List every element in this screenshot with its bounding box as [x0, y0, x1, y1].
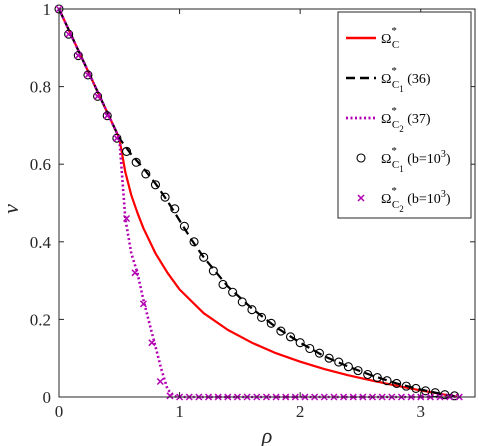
x-tick-label: 0 [55, 402, 64, 421]
legend: Ω* C Ω* C1 (36) Ω* C2 (37) Ω* C1 (b=103) Ω* C2 (b… [337, 11, 472, 219]
data-point [343, 362, 353, 372]
data-point [228, 287, 238, 297]
data-point [102, 111, 112, 121]
data-point [64, 29, 74, 39]
x-tick-label: 3 [416, 402, 425, 421]
data-point [314, 348, 325, 358]
y-tick-label: 0.6 [30, 155, 51, 174]
legend-entry-0: Ω* C [346, 25, 399, 51]
data-point [276, 326, 286, 336]
axes-box [58, 8, 476, 398]
x-tick-label: 1 [175, 402, 184, 421]
data-point [372, 373, 382, 383]
data-point [392, 378, 402, 388]
legend-entry-2: Ω* C2 (37) [346, 105, 431, 134]
data-point [103, 112, 111, 120]
data-point [166, 392, 174, 400]
y-axis-label: ν [0, 204, 23, 214]
data-point [112, 133, 122, 143]
data-point [113, 134, 121, 142]
data-point [199, 252, 209, 262]
legend-swatch [357, 194, 365, 202]
data-point [141, 169, 151, 179]
data-point [73, 51, 83, 61]
series-3 [54, 4, 460, 401]
data-point [440, 390, 450, 400]
y-tick-label: 0 [43, 388, 52, 407]
y-tick-label: 1 [43, 0, 52, 19]
legend-label: Ω* C2 (37) [381, 105, 431, 134]
data-point [237, 297, 247, 307]
y-tick-label: 0.2 [30, 310, 51, 329]
data-point [247, 305, 257, 315]
data-point [160, 192, 170, 202]
data-point [295, 338, 305, 348]
data-point [131, 157, 141, 167]
data-point [324, 353, 334, 363]
data-point [131, 269, 139, 277]
data-point [218, 279, 228, 290]
data-point [411, 383, 421, 394]
legend-label: Ω* C1 (36) [381, 65, 431, 94]
data-point [285, 332, 296, 342]
x-tick-label: 2 [296, 402, 305, 421]
legend-label: Ω* C2 (b=103) [381, 185, 451, 214]
data-point [83, 70, 93, 80]
data-point [266, 318, 276, 328]
data-point [305, 343, 315, 354]
y-tick-label: 0.8 [30, 78, 51, 97]
data-point [148, 339, 156, 347]
data-point [334, 357, 344, 367]
data-point [84, 71, 92, 79]
data-point [150, 180, 161, 190]
data-point [257, 312, 267, 323]
data-point [353, 366, 363, 376]
data-point [401, 381, 411, 391]
data-point [208, 266, 218, 276]
legend-label: Ω* C1 (b=103) [381, 145, 451, 174]
x-axis-label: ρ [261, 423, 273, 446]
y-tick-label: 0.4 [30, 233, 52, 252]
legend-box [337, 11, 472, 219]
data-point [93, 91, 103, 101]
data-point [189, 237, 199, 247]
data-point [156, 377, 164, 386]
data-point [74, 52, 82, 60]
data-point [179, 221, 189, 231]
data-point [121, 146, 132, 156]
data-point [382, 376, 392, 386]
data-point [122, 214, 131, 223]
legend-label: Ω* C [381, 25, 399, 51]
legend-entry-4: Ω* C2 (b=103) [357, 185, 451, 214]
data-point [170, 204, 180, 214]
legend-swatch [356, 153, 366, 163]
data-point [363, 369, 373, 380]
data-point [65, 30, 73, 38]
data-point [421, 386, 431, 396]
legend-entry-3: Ω* C1 (b=103) [356, 145, 451, 174]
legend-entry-1: Ω* C1 (36) [346, 65, 431, 94]
data-point [139, 300, 147, 308]
data-point [94, 92, 102, 100]
